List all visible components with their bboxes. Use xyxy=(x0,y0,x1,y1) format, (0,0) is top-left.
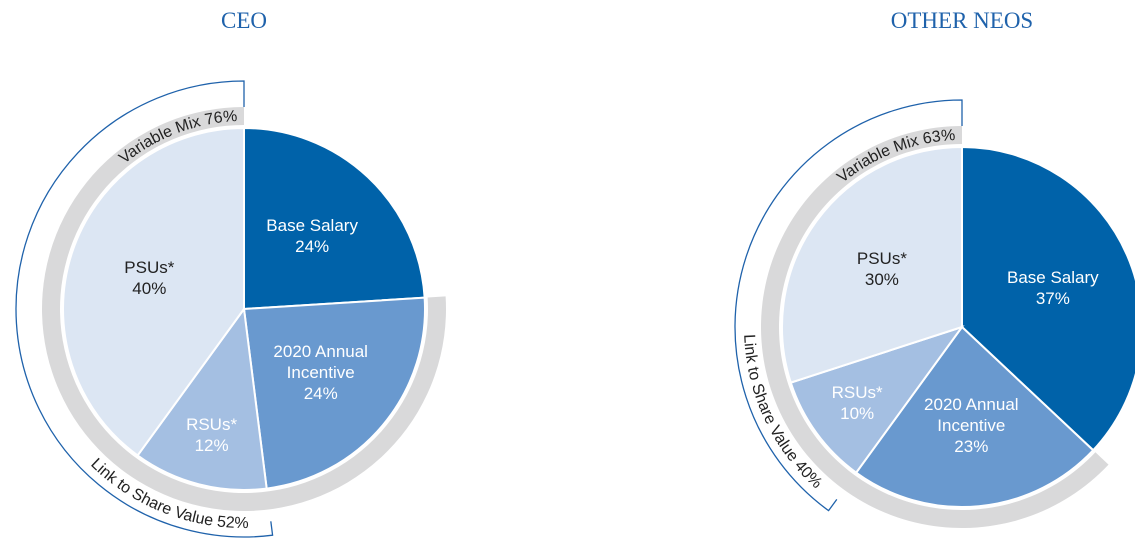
chart-title: OTHER NEOS xyxy=(891,8,1033,33)
pie-slice xyxy=(789,325,965,475)
pie-slice xyxy=(243,126,426,311)
category-label: Base Salary xyxy=(266,216,358,236)
link-bracket xyxy=(15,80,274,538)
slice-label-box: RSUs* 10% xyxy=(797,368,917,438)
category-label: RSUs* xyxy=(831,383,883,403)
category-label: RSUs* xyxy=(186,415,238,435)
category-label: 2020 Annual Incentive xyxy=(924,395,1019,436)
slice-label-box: 2020 Annual Incentive 24% xyxy=(261,337,381,407)
slice-label: RSUs*10% xyxy=(797,368,917,438)
pie-slice xyxy=(62,126,245,457)
link-bracket xyxy=(734,99,963,512)
category-label: Base Salary xyxy=(1007,267,1099,287)
slice-label-box: Base Salary 37% xyxy=(993,253,1113,323)
category-label: PSUs* xyxy=(856,248,907,268)
chart-title: CEO xyxy=(221,8,267,33)
slice-label-box: 2020 Annual Incentive 23% xyxy=(911,391,1031,461)
slice-label-box: Base Salary 24% xyxy=(252,201,372,271)
value-label: 24% xyxy=(295,237,330,257)
value-label: 10% xyxy=(840,404,875,424)
slice-label: RSUs*12% xyxy=(152,400,272,470)
value-label: 37% xyxy=(1035,288,1070,308)
value-label: 30% xyxy=(864,269,899,289)
slice-label: PSUs*30% xyxy=(822,234,942,304)
category-label: 2020 Annual Incentive xyxy=(273,341,368,382)
category-label: PSUs* xyxy=(124,258,175,278)
slice-label-box: PSUs* 40% xyxy=(89,243,209,313)
pie-slice xyxy=(136,306,268,491)
value-label: 12% xyxy=(194,436,229,456)
pie-slice xyxy=(854,325,1095,508)
variable-mix-band xyxy=(760,126,1109,528)
slice-label-box: RSUs* 12% xyxy=(152,400,272,470)
pie-slice xyxy=(242,296,426,490)
pie-slice xyxy=(961,145,1135,452)
slice-label-box: PSUs* 30% xyxy=(822,234,942,304)
value-label: 40% xyxy=(132,279,167,299)
value-label: 24% xyxy=(303,383,338,403)
value-label: 23% xyxy=(954,437,989,457)
slice-label: PSUs*40% xyxy=(89,243,209,313)
pie-slice xyxy=(781,145,963,384)
